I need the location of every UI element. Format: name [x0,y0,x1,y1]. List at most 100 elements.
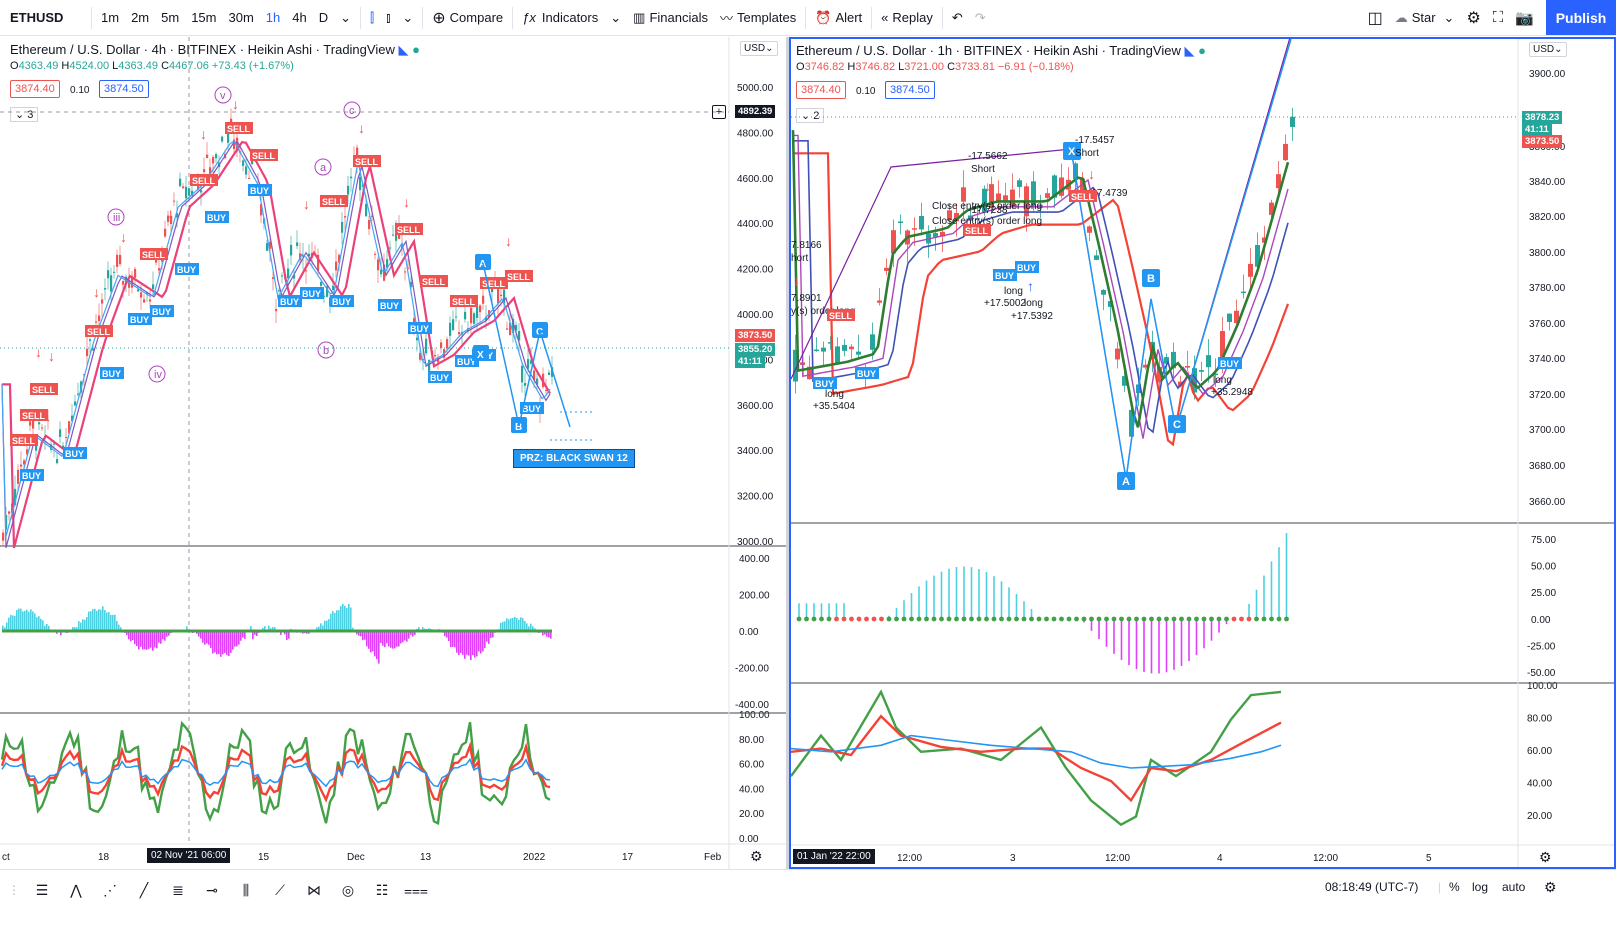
rsi-axis-label: 20.00 [1527,811,1552,822]
timeframe-2m[interactable]: 2m [131,10,150,25]
osc-bar [118,624,120,631]
ray-icon[interactable]: ⟋ [275,881,285,898]
candle-body [266,243,269,251]
publish-button[interactable]: Publish [1546,0,1616,35]
trend-line-icon[interactable]: ╱ [139,881,149,898]
settings-gear-icon[interactable]: ⚙ [750,848,763,864]
buy-signal-label: BUY [857,369,876,379]
left-collapse-indicators[interactable]: ⌄ 3 [10,107,39,122]
left-chart-pane[interactable]: Ethereum / U.S. Dollar · 4h · BITFINEX ·… [0,37,786,869]
timeframe-d[interactable]: D [318,10,329,25]
gann-fan-icon[interactable]: ◎ [341,881,355,898]
separator: | [1438,880,1442,894]
symbol-search[interactable]: ETHUSD [10,10,64,25]
right-sell-button[interactable]: 3874.40 [796,81,846,99]
chevron-down-icon[interactable]: ⌄ [610,9,622,25]
candles-icon[interactable]: ⫾ [386,9,391,25]
candle-body [188,188,191,196]
right-buy-button[interactable]: 3874.50 [885,81,935,99]
osc-bar [214,631,216,653]
candle-body [1017,180,1022,187]
sell-arrow: ↓ [403,194,410,210]
elliott-tool-icon[interactable]: ⋰ [103,881,117,898]
log-toggle[interactable]: log [1472,880,1489,894]
plus-icon[interactable]: + [712,105,726,119]
timeframe-1h[interactable]: 1h [265,10,281,25]
osc-bar [322,625,324,631]
templates-button[interactable]: 〰 Templates [714,0,802,36]
right-currency-button[interactable]: USD⌄ [1529,42,1567,57]
osc-bar [274,627,276,631]
buy-signal [150,305,174,317]
osc-bar [16,610,18,631]
buy-signal-label: BUY [130,315,149,325]
xabcd-pattern-icon[interactable]: ⋈ [307,881,321,898]
candle-body [209,167,212,178]
osc-dot [796,616,802,622]
candle-body [548,372,551,376]
undo-icon[interactable]: ↶ [951,9,963,25]
chevron-down-icon[interactable]: ⌄ [340,9,352,25]
indicators-button[interactable]: ƒx Indicators [516,0,604,36]
replay-button[interactable]: «Replay [875,0,939,36]
candle-body [152,284,155,290]
timeframe-15m[interactable]: 15m [191,10,217,25]
chevron-down-icon[interactable]: ⌄ [402,9,414,25]
long-position-icon[interactable]: ⩶ [404,881,428,898]
fib-tool-icon[interactable]: ≣ [172,881,184,898]
candle-body [83,374,86,376]
timeframe-1m[interactable]: 1m [101,10,120,25]
settings-gear-icon[interactable]: ⚙ [1544,879,1557,895]
candle-body [1010,189,1015,207]
fullscreen-icon[interactable]: ⛶ [1492,9,1504,26]
bar-style-icon[interactable]: ⫿ [370,9,375,25]
alert-button[interactable]: ⏰ Alert [809,0,868,36]
layout-name-button[interactable]: ☁ Star ⌄ [1389,0,1461,36]
right-collapse-indicators[interactable]: ⌄ 2 [796,108,825,123]
lines-tool-icon[interactable]: ☰ [35,881,49,898]
right-chart-pane[interactable]: Ethereum / U.S. Dollar · 1h · BITFINEX ·… [789,37,1616,869]
osc-bar [86,616,88,631]
range-tool-icon[interactable]: ☷ [375,881,389,898]
settings-gear-icon[interactable]: ⚙ [1466,9,1481,27]
vertical-lines-icon[interactable]: ⫼ [242,881,250,898]
alarm-clock-icon: ⏰ [815,9,832,25]
settings-gear-icon[interactable]: ⚙ [1539,849,1552,865]
trade-annotation: long [825,389,844,400]
auto-toggle[interactable]: auto [1502,880,1526,894]
osc-dot [826,616,832,622]
left-currency-button[interactable]: USD⌄ [740,41,778,56]
pattern-tool-icon[interactable]: ⋀ [70,881,82,898]
percent-toggle[interactable]: % [1449,880,1460,894]
osc-dot [1021,616,1027,622]
pane-divider[interactable] [786,37,789,869]
left-buy-button[interactable]: 3874.50 [99,80,149,98]
drag-handle-icon[interactable]: ⋮ [8,883,20,897]
fx-icon: ƒx [522,10,536,25]
osc-bar [350,607,352,631]
redo-icon[interactable]: ↷ [974,9,986,25]
oscillator-histogram [2,603,552,664]
osc-bar [458,631,460,656]
camera-icon[interactable]: 📷 [1515,9,1534,27]
horizontal-line-icon[interactable]: ⊸ [206,881,218,898]
left-sell-button[interactable]: 3874.40 [10,80,60,98]
buy-signal-label: BUY [332,297,351,307]
buy-signal-label: BUY [302,289,321,299]
candle-body [1045,193,1050,198]
osc-dot [1074,616,1079,622]
price-axis-label: 3760.00 [1529,319,1566,330]
timeframe-30m[interactable]: 30m [228,10,254,25]
clock-readout[interactable]: 08:18:49 (UTC-7) [1325,880,1419,894]
timeframe-4h[interactable]: 4h [292,10,307,25]
timeframe-5m[interactable]: 5m [161,10,180,25]
candle-body [446,339,449,349]
osc-bar [368,631,370,649]
layout-icon[interactable]: ◫ [1367,9,1383,27]
financials-button[interactable]: ▥ Financials [627,0,714,36]
buy-signal [128,313,152,325]
compare-button[interactable]: ⊕ Compare [426,0,509,36]
sell-signal [827,309,855,321]
right-countdown-tag: 41:11 [1522,123,1552,136]
trade-annotation: 7.8166 [791,240,822,251]
